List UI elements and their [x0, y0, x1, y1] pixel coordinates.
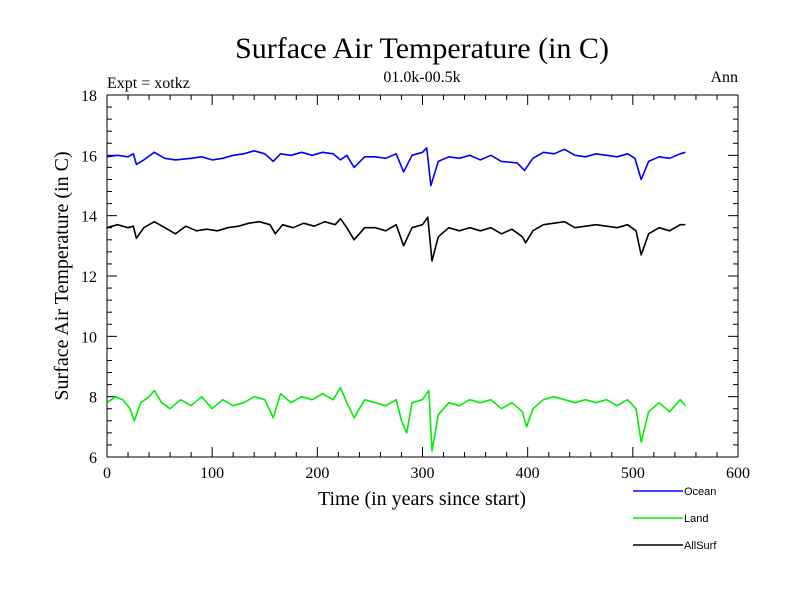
x-tick-label: 300: [411, 465, 435, 482]
x-tick-label: 400: [516, 465, 540, 482]
x-tick-label: 0: [103, 465, 111, 482]
y-tick-label: 12: [81, 269, 97, 286]
x-tick-label: 100: [200, 465, 224, 482]
series-line-allsurf: [106, 216, 686, 262]
y-axis-label: Surface Air Temperature (in C): [51, 151, 73, 400]
x-tick-labels: 0 100 200 300 400 500 600: [103, 465, 750, 482]
chart-subtitle-left: Expt = xotkz: [107, 75, 190, 92]
series-line-ocean: [106, 147, 686, 187]
x-tick-label: 600: [726, 465, 750, 482]
x-axis-label: Time (in years since start): [318, 488, 526, 510]
y-tick-label: 8: [89, 390, 97, 407]
series-lines: [106, 147, 687, 452]
legend-label-ocean: Ocean: [684, 486, 716, 498]
x-tick-label: 500: [621, 465, 645, 482]
series-line-land: [106, 386, 687, 452]
y-tick-label: 14: [81, 209, 97, 226]
axis-ticks: [106, 94, 739, 458]
y-tick-label: 6: [89, 450, 97, 467]
legend-label-allsurf: AllSurf: [684, 540, 717, 552]
plot-frame: [106, 94, 739, 458]
y-tick-label: 18: [81, 88, 97, 105]
y-tick-label: 10: [81, 329, 97, 346]
x-tick-label: 200: [305, 465, 329, 482]
legend: Ocean Land AllSurf: [633, 486, 717, 552]
legend-label-land: Land: [684, 513, 708, 525]
chart-subtitle-center: 01.0k-00.5k: [383, 69, 460, 86]
y-tick-label: 16: [81, 148, 97, 165]
y-tick-labels: 6 8 10 12 14 16 18: [81, 88, 97, 467]
chart-subtitle-right: Ann: [710, 69, 738, 86]
chart-title: Surface Air Temperature (in C): [235, 32, 609, 65]
